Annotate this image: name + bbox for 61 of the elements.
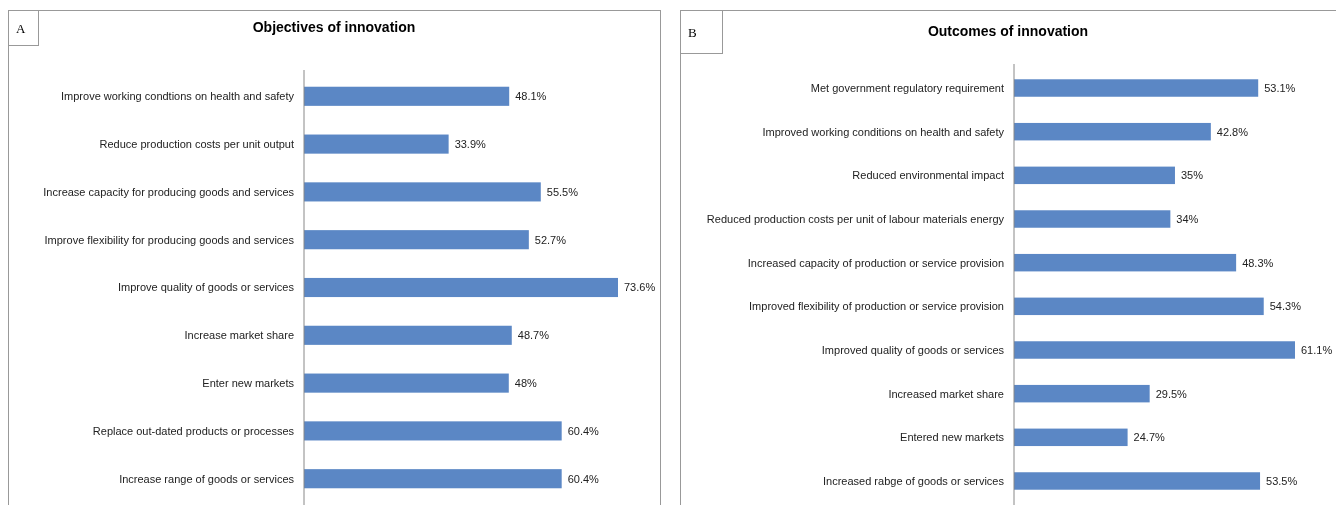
bar xyxy=(1014,297,1264,316)
bar xyxy=(304,86,510,106)
y-tick-label: Increase range of goods or services xyxy=(119,472,295,485)
y-tick-label: Met government regulatory requirement xyxy=(810,81,1004,94)
bar xyxy=(1014,384,1150,403)
bar xyxy=(304,277,618,298)
data-label: 48.7% xyxy=(517,329,550,342)
bar xyxy=(1014,122,1211,141)
data-label: 42.8% xyxy=(1216,125,1249,138)
y-tick-label: Reduce production costs per unit output xyxy=(99,137,294,150)
y-tick-label: Reduced environmental impact xyxy=(852,169,1004,182)
text: B xyxy=(688,24,697,40)
data-label: 33.9% xyxy=(454,137,487,150)
data-label: 52.7% xyxy=(534,233,567,246)
data-label: 54.3% xyxy=(1269,300,1302,313)
data-label: 34% xyxy=(1176,212,1199,225)
data-label: 48.1% xyxy=(515,90,547,103)
text: A xyxy=(16,20,26,36)
y-tick-label: Replace out-dated products or processes xyxy=(92,424,295,437)
y-tick-label: Improve working condtions on health and safety xyxy=(61,90,295,103)
y-tick-label: Improved working conditions on health and safety xyxy=(762,125,1005,138)
data-label: 60.4% xyxy=(567,424,600,437)
y-tick-label: Improve quality of goods or services xyxy=(117,281,295,294)
data-label: 48% xyxy=(514,376,538,389)
bar xyxy=(1014,341,1295,359)
y-tick-label: Improved flexibility of production or service provision xyxy=(749,300,1004,313)
data-label: 61.1% xyxy=(1301,343,1333,356)
bar xyxy=(1014,472,1261,490)
y-tick-label: Increased capacity of production or service provision xyxy=(747,256,1004,269)
chart-title: Objectives of innovation xyxy=(252,19,416,36)
data-label: 24.7% xyxy=(1133,431,1165,444)
y-tick-label: Increase market share xyxy=(184,329,294,342)
bar xyxy=(304,469,562,489)
bar xyxy=(1014,166,1175,185)
bar xyxy=(1014,428,1128,447)
data-label: 60.4% xyxy=(567,472,600,485)
bar xyxy=(1014,253,1237,272)
bar xyxy=(304,373,509,393)
y-tick-label: Improved quality of goods or services xyxy=(821,343,1005,356)
y-tick-label: Improve flexibility for producing goods and services xyxy=(44,233,295,246)
y-tick-label: Reduced production costs per unit of labour materials energy xyxy=(706,212,1005,225)
bar xyxy=(304,230,529,250)
bar xyxy=(304,134,449,154)
y-tick-label: Entered new markets xyxy=(900,431,1005,444)
bar xyxy=(304,182,541,202)
y-tick-label: Increase capacity for producing goods and services xyxy=(43,185,295,198)
data-label: 53.5% xyxy=(1266,474,1298,487)
data-label: 29.5% xyxy=(1155,387,1188,400)
data-label: 55.5% xyxy=(546,185,579,198)
y-tick-label: Increased rabge of goods or services xyxy=(823,474,1005,487)
data-label: 53.1% xyxy=(1264,81,1296,94)
y-tick-label: Increased market share xyxy=(888,387,1004,400)
bar xyxy=(1014,210,1171,228)
data-label: 48.3% xyxy=(1242,256,1274,269)
data-label: 73.6% xyxy=(624,281,656,294)
y-tick-label: Enter new markets xyxy=(202,376,295,389)
data-label: 35% xyxy=(1180,169,1204,182)
bar xyxy=(304,421,562,441)
chart-title: Outcomes of innovation xyxy=(927,23,1089,40)
bar xyxy=(1014,79,1259,97)
bar xyxy=(304,325,512,345)
